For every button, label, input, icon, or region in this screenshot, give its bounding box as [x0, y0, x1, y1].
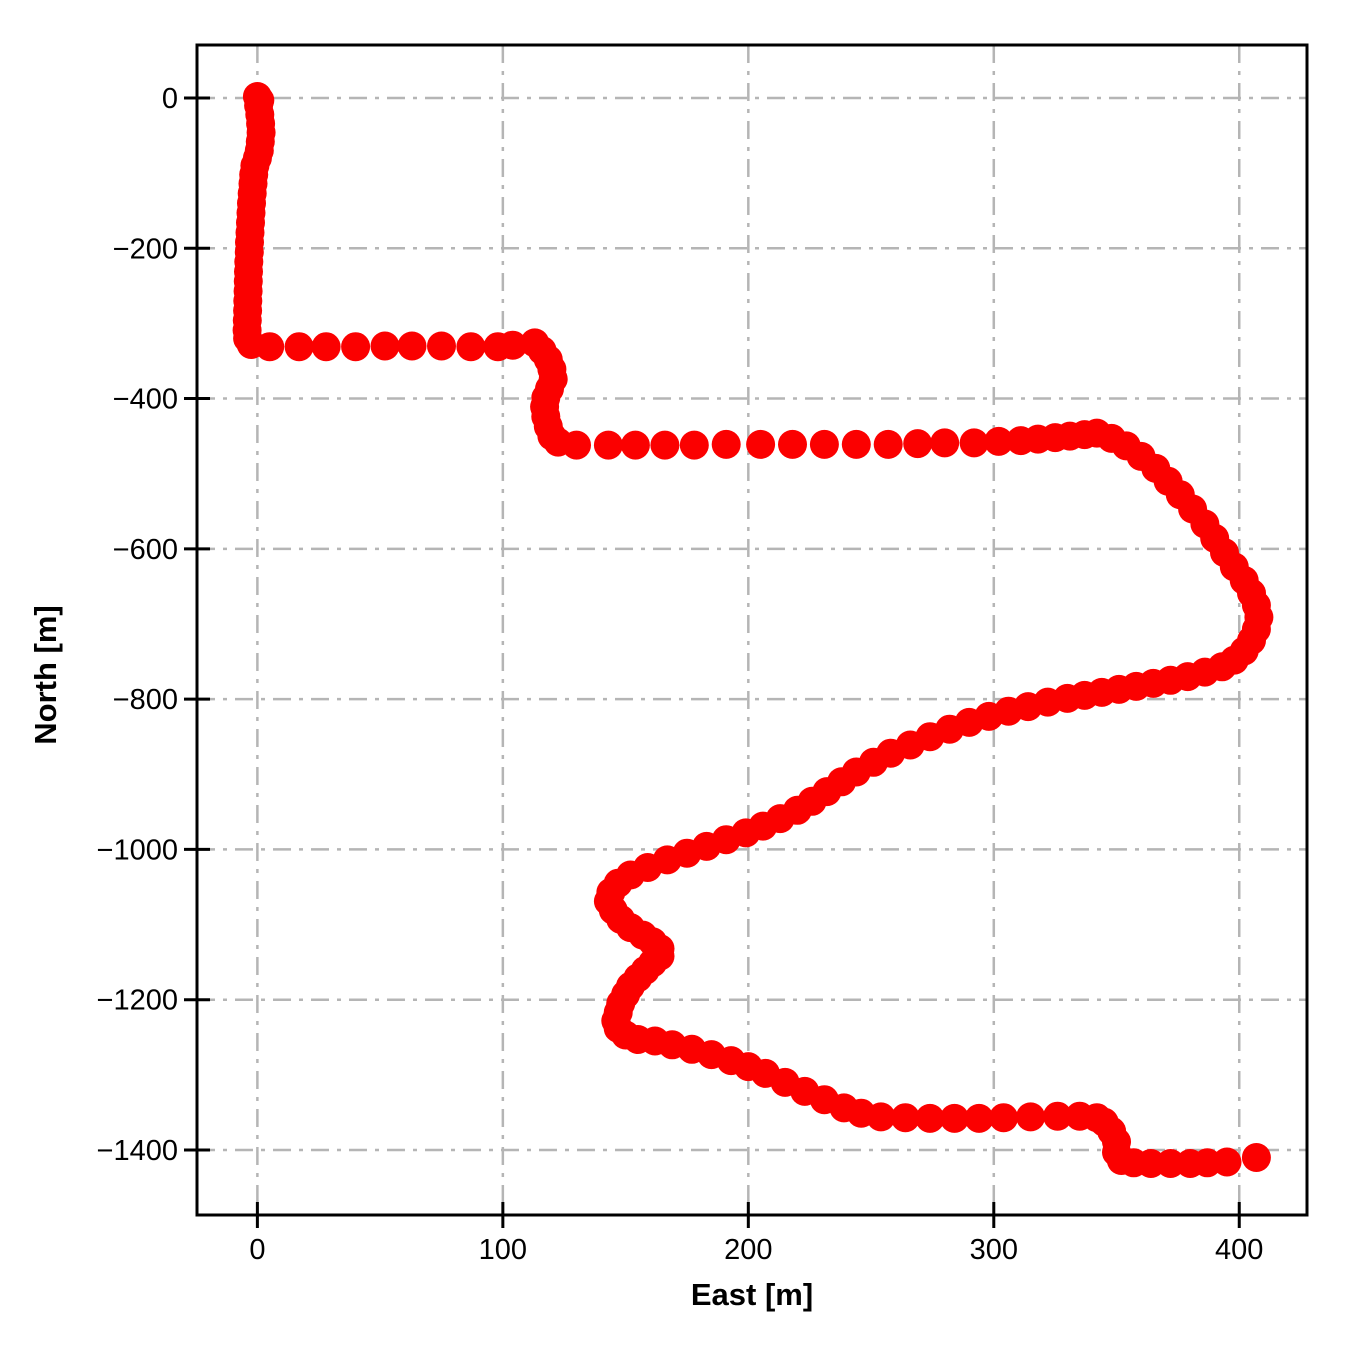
- axis-ticks: [184, 96, 1241, 1228]
- trajectory-point: [1016, 1102, 1046, 1132]
- trajectory-point: [341, 332, 371, 362]
- trajectory-point: [1043, 1101, 1073, 1131]
- trajectory-point: [964, 1103, 994, 1133]
- trajectory-point: [866, 1102, 896, 1132]
- trajectory-point: [873, 429, 903, 459]
- trajectory-point: [311, 332, 341, 362]
- y-tick-label: −800: [113, 684, 178, 716]
- y-tick-labels: 0 −200 −400 −600 −800 −1000 −1200 −1400: [97, 83, 178, 1167]
- trajectory-point: [593, 430, 623, 460]
- x-tick-label: 100: [479, 1234, 527, 1266]
- x-axis-label: East [m]: [691, 1277, 813, 1312]
- x-tick-label: 400: [1215, 1234, 1263, 1266]
- trajectory-point: [1241, 1143, 1271, 1172]
- trajectory-point: [903, 429, 933, 459]
- trajectory-point: [711, 429, 741, 459]
- trajectory-point: [255, 332, 285, 362]
- trajectory-point: [915, 1103, 945, 1133]
- plot-border: [195, 43, 1309, 1217]
- trajectory-point: [930, 428, 960, 458]
- trajectory-point: [456, 332, 486, 362]
- trajectory-point: [778, 429, 807, 459]
- trajectory-point: [620, 430, 650, 460]
- y-tick-label: −1200: [97, 985, 178, 1017]
- trajectory-point: [809, 429, 839, 459]
- trajectory-point: [1212, 1147, 1242, 1177]
- trajectory-point: [984, 426, 1014, 456]
- trajectory-point: [841, 429, 871, 459]
- x-tick-label: 200: [724, 1234, 772, 1266]
- trajectory-point: [679, 430, 709, 460]
- trajectory-point: [959, 428, 989, 458]
- trajectory-point: [427, 331, 456, 361]
- trajectory-point: [650, 430, 680, 460]
- y-tick-label: 0: [162, 83, 178, 115]
- trajectory-point: [562, 430, 591, 460]
- trajectory-points: [232, 82, 1274, 1178]
- x-tick-labels: 0 100 200 300 400: [249, 1234, 1263, 1266]
- x-tick-label: 300: [970, 1234, 1018, 1266]
- trajectory-point: [284, 332, 314, 362]
- x-tick-label: 0: [249, 1234, 265, 1266]
- y-axis-label: North [m]: [28, 605, 63, 744]
- trajectory-point: [890, 1103, 920, 1133]
- y-tick-label: −400: [113, 384, 178, 416]
- grid: [197, 45, 1307, 1215]
- trajectory-point: [940, 1103, 969, 1133]
- trajectory-point: [397, 331, 427, 361]
- y-tick-label: −600: [113, 534, 178, 566]
- trajectory-point: [746, 429, 776, 459]
- y-tick-label: −200: [113, 233, 178, 265]
- y-tick-label: −1000: [97, 834, 178, 866]
- y-tick-label: −1400: [97, 1135, 178, 1167]
- trajectory-point: [989, 1103, 1019, 1133]
- trajectory-point: [370, 331, 400, 361]
- trajectory-point: [498, 330, 528, 360]
